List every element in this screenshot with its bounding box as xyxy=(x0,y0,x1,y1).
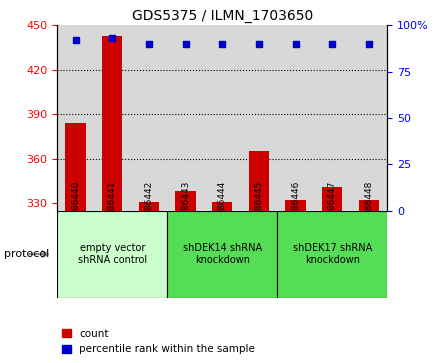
Point xyxy=(365,41,372,47)
Bar xyxy=(167,211,277,298)
Bar xyxy=(359,200,379,211)
Bar xyxy=(131,25,167,211)
Bar xyxy=(204,25,241,211)
Text: GSM1486446: GSM1486446 xyxy=(291,180,300,241)
Text: GSM1486441: GSM1486441 xyxy=(108,180,117,241)
Text: protocol: protocol xyxy=(4,249,50,259)
Point xyxy=(72,37,79,43)
Text: GSM1486443: GSM1486443 xyxy=(181,180,190,241)
Bar xyxy=(277,25,314,211)
Bar xyxy=(286,200,306,211)
Bar xyxy=(66,123,86,211)
Text: GSM1486440: GSM1486440 xyxy=(71,180,80,241)
Point xyxy=(219,41,226,47)
Text: GSM1486442: GSM1486442 xyxy=(144,180,154,241)
Bar xyxy=(57,25,94,211)
Bar xyxy=(94,25,131,211)
Bar xyxy=(322,187,342,211)
Bar xyxy=(314,25,351,211)
Legend: count, percentile rank within the sample: count, percentile rank within the sample xyxy=(62,329,255,354)
Point xyxy=(329,41,336,47)
Point xyxy=(255,41,262,47)
Point xyxy=(145,41,152,47)
Bar xyxy=(241,25,277,211)
Text: shDEK17 shRNA
knockdown: shDEK17 shRNA knockdown xyxy=(293,243,372,265)
Text: GSM1486445: GSM1486445 xyxy=(254,180,264,241)
Text: GSM1486444: GSM1486444 xyxy=(218,180,227,241)
Text: shDEK14 shRNA
knockdown: shDEK14 shRNA knockdown xyxy=(183,243,262,265)
Bar xyxy=(102,36,122,211)
Bar xyxy=(249,151,269,211)
Point xyxy=(109,36,116,41)
Text: GSM1486448: GSM1486448 xyxy=(364,180,374,241)
Title: GDS5375 / ILMN_1703650: GDS5375 / ILMN_1703650 xyxy=(132,9,313,23)
Bar xyxy=(277,211,387,298)
Point xyxy=(182,41,189,47)
Text: GSM1486447: GSM1486447 xyxy=(328,180,337,241)
Text: empty vector
shRNA control: empty vector shRNA control xyxy=(77,243,147,265)
Bar xyxy=(57,211,167,298)
Bar xyxy=(139,202,159,211)
Bar xyxy=(351,25,387,211)
Bar xyxy=(176,191,196,211)
Bar xyxy=(167,25,204,211)
Point xyxy=(292,41,299,47)
Bar xyxy=(212,202,232,211)
